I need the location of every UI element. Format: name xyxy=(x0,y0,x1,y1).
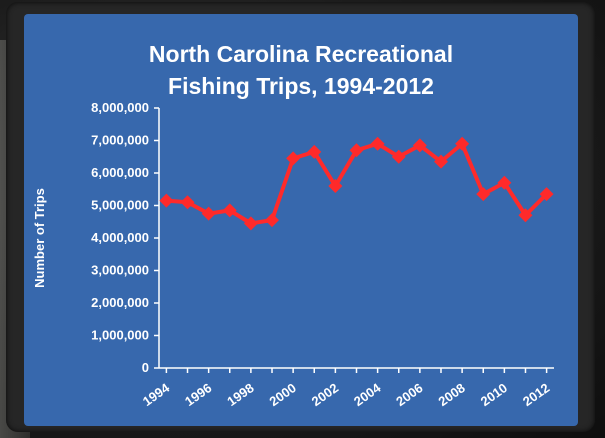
data-point xyxy=(391,149,406,164)
data-point xyxy=(497,175,512,190)
x-tick-label: 1998 xyxy=(224,380,256,409)
data-point xyxy=(476,187,491,202)
x-tick-label: 1996 xyxy=(182,380,214,409)
chart-title-line-2: Fishing Trips, 1994-2012 xyxy=(168,73,434,99)
data-point xyxy=(328,179,343,193)
y-axis-label: Number of Trips xyxy=(32,188,47,288)
y-tick-label: 8,000,000 xyxy=(91,100,149,115)
data-point xyxy=(349,143,364,158)
data-point xyxy=(201,206,216,221)
data-point xyxy=(265,213,280,228)
data-point xyxy=(370,136,385,151)
x-tick-label: 2002 xyxy=(309,380,341,409)
y-tick-label: 2,000,000 xyxy=(91,295,149,310)
chart-title: North Carolina Recreational Fishing Trip… xyxy=(24,38,578,102)
data-point xyxy=(455,136,470,151)
y-tick-label: 5,000,000 xyxy=(91,198,149,213)
data-point xyxy=(412,138,427,153)
y-tick-label: 7,000,000 xyxy=(91,133,149,148)
data-point xyxy=(180,195,195,210)
x-tick-label: 2000 xyxy=(267,380,299,409)
data-point xyxy=(159,193,174,208)
screen-frame: North Carolina Recreational Fishing Trip… xyxy=(6,2,595,432)
y-tick-label: 4,000,000 xyxy=(91,230,149,245)
x-tick-label: 2008 xyxy=(436,380,468,409)
chart-panel: North Carolina Recreational Fishing Trip… xyxy=(24,14,578,426)
data-point xyxy=(539,187,554,202)
line-chart: 0 1,000,000 2,000,000 3,000,000 4,000,000 5,0… xyxy=(32,100,554,409)
x-tick-label: 2004 xyxy=(351,380,384,409)
data-point xyxy=(222,203,237,218)
y-tick-label: 6,000,000 xyxy=(91,165,149,180)
y-tick-label: 3,000,000 xyxy=(91,263,149,278)
y-tick-label: 1,000,000 xyxy=(91,328,149,343)
data-point xyxy=(307,144,322,159)
x-tick-label: 1994 xyxy=(140,380,173,409)
data-point xyxy=(433,154,448,169)
data-point xyxy=(518,208,533,223)
data-point xyxy=(286,151,301,166)
y-tick-label: 0 xyxy=(142,360,149,375)
chart-title-line-1: North Carolina Recreational xyxy=(148,41,454,67)
x-tick-label: 2006 xyxy=(393,380,425,409)
x-tick-label: 2012 xyxy=(520,380,552,409)
x-tick-label: 2010 xyxy=(478,380,510,409)
data-point xyxy=(243,216,258,231)
